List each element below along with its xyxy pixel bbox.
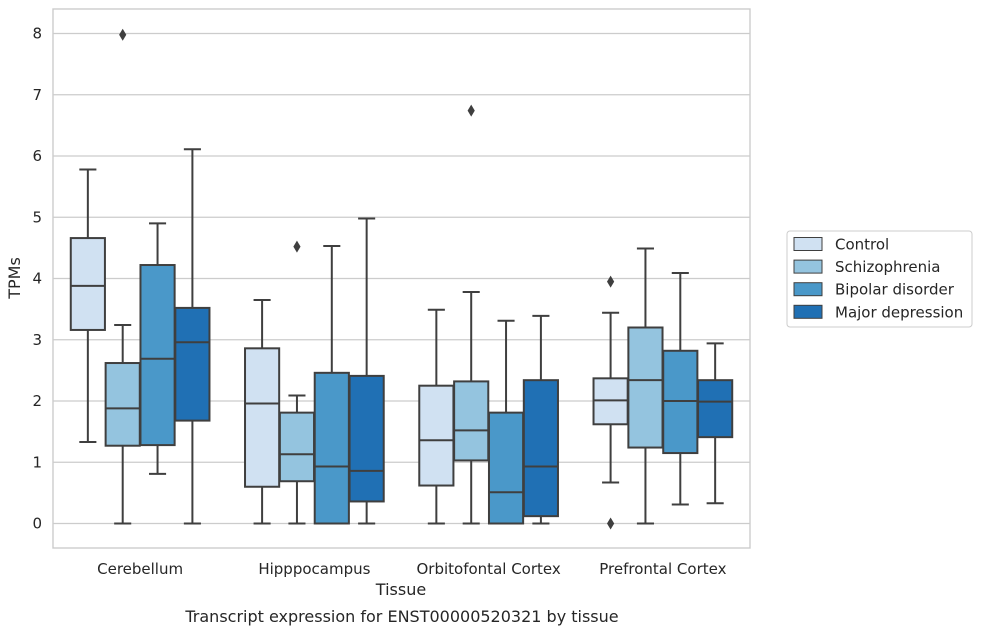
box-body: [453, 380, 490, 462]
y-tick-label: 5: [32, 208, 42, 226]
box-body: [522, 379, 559, 518]
outlier-point: [467, 104, 475, 117]
box-major-depression: [522, 314, 559, 525]
box-body: [69, 237, 106, 331]
legend-label: Bipolar disorder: [835, 281, 955, 299]
outlier-point: [119, 28, 127, 41]
legend-swatch: [793, 282, 823, 297]
figure-caption: Transcript expression for ENST0000052032…: [184, 607, 618, 626]
box-control: [69, 168, 106, 444]
y-gridlines: [53, 32, 750, 525]
y-tick-labels: 0 1 2 3 4 5 6 7 8: [32, 25, 42, 533]
box-body: [487, 411, 525, 525]
box-major-depression: [697, 342, 734, 505]
box-control: [418, 308, 455, 525]
box-body: [244, 347, 281, 488]
box-major-depression: [174, 148, 211, 525]
legend-swatch: [793, 259, 823, 274]
box-control: [592, 275, 629, 530]
legend: Control Schizophrenia Bipolar disorder Majo…: [786, 230, 973, 328]
box-body: [418, 384, 455, 487]
legend-swatch: [793, 237, 823, 251]
outlier-point: [293, 240, 301, 253]
x-tick-label: Prefrontal Cortex: [599, 560, 726, 578]
legend-frame: [786, 230, 973, 328]
box-body: [139, 264, 176, 447]
y-tick-label: 2: [32, 392, 42, 410]
x-tick-labels: Cerebellum Hipppocampus Orbitofontal Corte…: [97, 560, 726, 578]
box-bipolar-disorder: [139, 222, 176, 475]
y-tick-label: 8: [32, 25, 42, 43]
box-schizophrenia: [453, 104, 490, 525]
y-tick-label: 1: [32, 453, 42, 471]
legend-label: Schizophrenia: [835, 258, 940, 276]
box-bipolar-disorder: [487, 319, 525, 525]
x-axis-label: Tissue: [375, 580, 426, 599]
legend-label: Major depression: [835, 303, 963, 321]
y-axis-label: TPMs: [5, 257, 24, 300]
y-tick-label: 0: [32, 515, 42, 533]
x-tick-label: Cerebellum: [97, 560, 183, 578]
box-bipolar-disorder: [662, 271, 699, 506]
box-body: [278, 411, 316, 483]
box-body: [104, 362, 141, 447]
box-major-depression: [348, 217, 385, 525]
legend-label: Control: [835, 236, 889, 254]
box-body: [348, 374, 385, 503]
outlier-point: [607, 517, 615, 530]
x-tick-label: Hipppocampus: [258, 560, 370, 578]
x-tick-label: Orbitofontal Cortex: [417, 560, 561, 578]
legend-swatch: [793, 304, 823, 319]
box-body: [174, 306, 211, 422]
y-tick-label: 7: [32, 86, 42, 104]
boxes: [69, 28, 734, 530]
outlier-point: [607, 275, 615, 288]
y-tick-label: 6: [32, 147, 42, 165]
box-body: [313, 371, 350, 525]
plot-area: 0 1 2 3 4 5 6 7 8 Cerebellum Hipppocampus Orbitofo…: [32, 8, 751, 578]
box-body: [697, 379, 734, 439]
y-tick-label: 4: [32, 270, 42, 288]
y-tick-label: 3: [32, 331, 42, 349]
box-body: [627, 326, 664, 449]
